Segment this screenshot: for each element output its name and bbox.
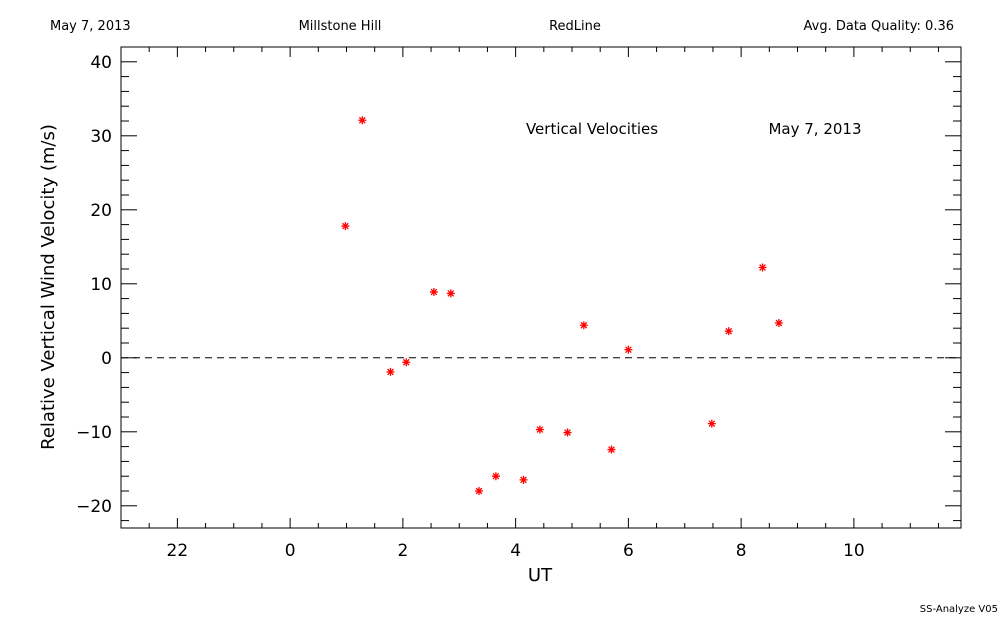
data-point (579, 321, 588, 330)
data-point (386, 367, 395, 376)
footer-version: SS-Analyze V05 (920, 604, 998, 615)
y-tick-label: 20 (90, 201, 112, 221)
data-point (402, 358, 411, 367)
y-tick-label: −10 (76, 423, 112, 443)
x-axis: 22 0 2 4 6 8 10 (120, 47, 939, 561)
x-tick-label: 4 (510, 541, 521, 561)
x-tick-label: 22 (167, 541, 189, 561)
header-site: Millstone Hill (299, 19, 382, 34)
data-point (474, 487, 483, 495)
x-tick-label: 2 (397, 541, 408, 561)
y-tick-label: −20 (76, 497, 112, 517)
annotation-title: Vertical Velocities (526, 120, 658, 138)
y-tick-label: 30 (90, 127, 112, 147)
x-tick-label: 8 (736, 541, 747, 561)
y-tick-label: 0 (101, 349, 112, 369)
data-point (491, 472, 500, 481)
data-point (607, 445, 616, 454)
data-point (758, 263, 767, 272)
data-point (624, 345, 633, 354)
data-point (358, 116, 367, 125)
data-point (446, 289, 455, 298)
y-tick-label: 10 (90, 275, 112, 295)
header-quality: Avg. Data Quality: 0.36 (804, 19, 954, 34)
annotation-date: May 7, 2013 (768, 120, 861, 138)
header-line: RedLine (549, 19, 601, 34)
data-point (429, 287, 438, 296)
data-point (563, 428, 572, 437)
data-point (519, 475, 528, 484)
data-points (341, 116, 783, 495)
x-tick-label: 10 (843, 541, 865, 561)
x-tick-label: 0 (285, 541, 296, 561)
data-point (774, 319, 783, 328)
y-axis: −20 −10 0 10 20 30 40 (76, 46, 961, 522)
y-tick-label: 40 (90, 53, 112, 73)
data-point (724, 327, 733, 336)
data-point (535, 425, 544, 434)
data-point (707, 419, 716, 428)
x-axis-title: UT (528, 565, 553, 586)
y-axis-title: Relative Vertical Wind Velocity (m/s) (38, 124, 59, 450)
data-point (341, 222, 350, 231)
plot-frame (120, 46, 962, 529)
x-tick-label: 6 (623, 541, 634, 561)
header-date: May 7, 2013 (50, 19, 131, 34)
